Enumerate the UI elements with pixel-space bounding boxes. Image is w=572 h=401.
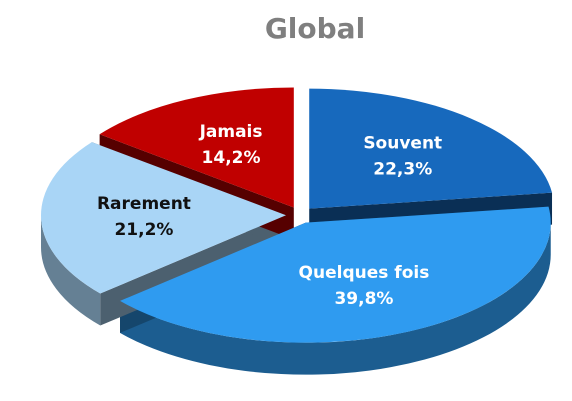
- chart-title: Global: [265, 12, 365, 45]
- slice-side: [41, 215, 101, 326]
- slice-value-label: 14,2%: [202, 148, 261, 168]
- slice-label: Rarement: [97, 194, 191, 214]
- slice-side: [120, 222, 551, 375]
- slice-label: Souvent: [363, 133, 442, 153]
- slice-label: Quelques fois: [299, 263, 430, 283]
- slice: [99, 87, 294, 208]
- slice: [309, 88, 553, 209]
- slice-value-label: 39,8%: [334, 289, 393, 309]
- slice-value-label: 21,2%: [114, 220, 173, 240]
- slice-value-label: 22,3%: [373, 159, 432, 179]
- slice: [120, 206, 551, 343]
- slice: [41, 142, 287, 294]
- slice-label: Jamais: [199, 122, 263, 142]
